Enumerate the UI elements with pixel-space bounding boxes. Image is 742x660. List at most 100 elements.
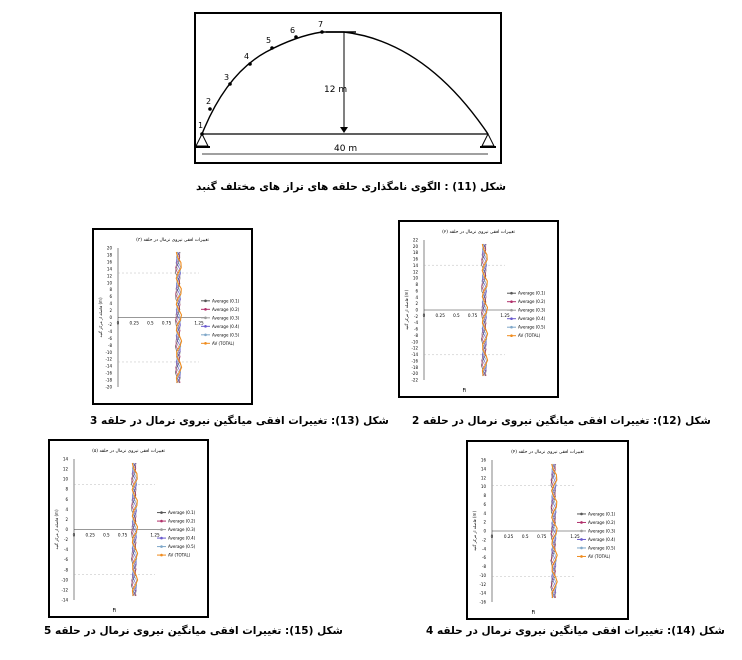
fig15-caption: شکل (15): تغییرات افقی میانگین نیروی نرم… [44, 625, 343, 637]
fig15-ytick: -2 [64, 537, 68, 542]
fig13-ytick: -18 [105, 378, 112, 383]
fig15-legend-marker [160, 528, 163, 531]
fig14-ytick: 12 [481, 475, 487, 480]
fig15-xtick: 0 [73, 533, 76, 538]
fig15-xtick: 0.75 [118, 533, 128, 538]
fig13-legend-item: Average (0.5) [212, 332, 240, 337]
fig14-series-4 [551, 463, 557, 599]
fig12-series-5 [482, 243, 488, 377]
fig14-ytick: 8 [483, 493, 486, 498]
fig15-legend-marker [160, 536, 163, 540]
fig15-ytick: 6 [65, 497, 68, 502]
fig15-legend-item: Average (0.3) [168, 527, 196, 532]
fig15-legend-marker [160, 511, 163, 514]
fig15-ytick: 4 [65, 507, 68, 512]
chart-fig13: تغییرات افقی نیروی نرمال در حلقه (۳) 20 18… [92, 228, 253, 405]
fig14-ytick: -8 [482, 564, 486, 569]
fig12-ytick: -20 [411, 371, 418, 376]
fig14-legend-marker [580, 529, 583, 533]
fig15-ytick: -12 [61, 587, 68, 592]
height-label: 12 m [324, 85, 347, 95]
fig12-legend-marker [510, 334, 513, 337]
fig12-xlabel: Fi [463, 388, 467, 394]
fig12-ytick: 16 [413, 257, 419, 262]
fig13-ytick: 12 [107, 273, 113, 278]
fig12-legend-item: Average (0.4) [518, 316, 546, 321]
fig12-ytick: 6 [415, 288, 418, 293]
fig13-series-6 [175, 251, 183, 384]
fig14-series-5 [551, 463, 557, 599]
fig13-chart-title: تغییرات افقی نیروی نرمال در حلقه (۳) [136, 237, 210, 243]
fig12-chart-title: تغییرات افقی نیروی نرمال در حلقه (۲) [442, 229, 516, 235]
fig13-xtick: 0.25 [130, 321, 140, 326]
fig15-legend-marker [160, 519, 163, 523]
fig12-ytick: -16 [411, 358, 418, 363]
fig15-ytick: -4 [64, 547, 68, 552]
fig13-ytick: 14 [107, 266, 113, 271]
fig12-ytick: -4 [414, 320, 418, 325]
fig12-ytick: 4 [415, 295, 418, 300]
fig12-ytick: -6 [414, 327, 418, 332]
fig12-ytick: 10 [413, 276, 419, 281]
fig12-legend-marker [510, 300, 513, 303]
fig14-legend-marker [580, 521, 583, 524]
fig13-ytick: 16 [107, 259, 113, 264]
fig13-svg: تغییرات افقی نیروی نرمال در حلقه (۳)2018… [98, 237, 240, 390]
fig13-legend-item: Average (0.1) [212, 298, 240, 303]
fig13-ytick: 6 [109, 294, 112, 299]
fig14-svg: تغییرات افقی نیروی نرمال در حلقه (۴) 16 14… [472, 449, 616, 616]
dome-arch [201, 31, 489, 135]
fig12-svg: تغییرات افقی نیروی نرمال در حلقه (۲)2220… [404, 229, 546, 394]
fig14-legend-item: Average (0.3) [588, 528, 616, 533]
fig12-ytick: 12 [413, 269, 419, 274]
fig13-legend-item: Average (0.2) [212, 307, 240, 312]
fig12-legend-item: Average (0.1) [518, 291, 546, 296]
fig14-ytick: 0 [483, 529, 486, 534]
fig15-ytick: -8 [64, 567, 68, 572]
fig12-ytick: -12 [411, 346, 418, 351]
fig12-legend-marker [510, 325, 513, 329]
fig14-legend-marker [580, 512, 583, 516]
fig15-chart-title: تغییرات افقی نیروی نرمال در حلقه (۵) [92, 448, 166, 454]
fig13-ytick: -6 [108, 336, 112, 341]
fig14-caption: شکل (14): تغییرات افقی میانگین نیروی نرم… [426, 625, 725, 637]
fig13-xtick: 0.5 [147, 321, 154, 326]
fig13-ytick: 0 [109, 315, 112, 320]
fig13-ytick: -10 [105, 350, 112, 355]
fig14-xtick: 1.25 [570, 534, 580, 539]
fig12-ytick: -14 [411, 352, 418, 357]
fig15-ytick: 10 [63, 477, 69, 482]
ring-label-2: 2 [206, 97, 211, 106]
dome-caption: شکل (11) : الگوی نامگذاری حلقه های تراز … [196, 181, 506, 193]
fig13-ylabel: فاصله از مرکز گنبد (m) [98, 297, 103, 337]
fig14-xlabel: Fi [532, 610, 536, 616]
ring-label-4: 4 [244, 52, 249, 61]
fig12-ytick: 8 [415, 282, 418, 287]
dome-diagram: 1 2 3 4 5 6 7 12 m 40 m [194, 12, 502, 164]
fig15-ytick: -10 [61, 577, 68, 582]
fig13-caption: شکل (13): تغییرات افقی میانگین نیروی نرم… [90, 415, 389, 427]
fig14-ytick: -10 [479, 573, 486, 578]
fig14-ytick: 14 [481, 466, 487, 471]
right-support [480, 132, 496, 148]
fig15-series-4 [131, 462, 138, 597]
fig14-legend-item: AV (TOTAL) [588, 554, 611, 559]
fig13-legend-marker [204, 333, 207, 337]
fig12-ytick: 2 [415, 301, 418, 306]
fig13-legend-item: Average (0.4) [212, 324, 240, 329]
fig13-legend-marker [204, 308, 207, 311]
fig12-legend-marker [510, 291, 513, 295]
fig13-legend-marker [204, 342, 207, 345]
fig12-ytick: -18 [411, 365, 418, 370]
ring-label-6: 6 [290, 26, 295, 35]
fig14-legend-item: Average (0.5) [588, 545, 616, 550]
fig14-legend-marker [580, 555, 583, 558]
dome-drawing: 1 2 3 4 5 6 7 12 m 40 m [194, 20, 496, 155]
fig12-legend-marker [510, 317, 513, 320]
fig13-series-4 [175, 251, 182, 384]
fig12-xtick: 0 [423, 313, 426, 318]
fig14-legend-marker [580, 546, 583, 550]
fig15-ylabel: فاصله از مرکز گنبد (m) [54, 509, 59, 549]
fig13-ytick: -8 [108, 343, 112, 348]
fig15-ytick: 0 [65, 527, 68, 532]
